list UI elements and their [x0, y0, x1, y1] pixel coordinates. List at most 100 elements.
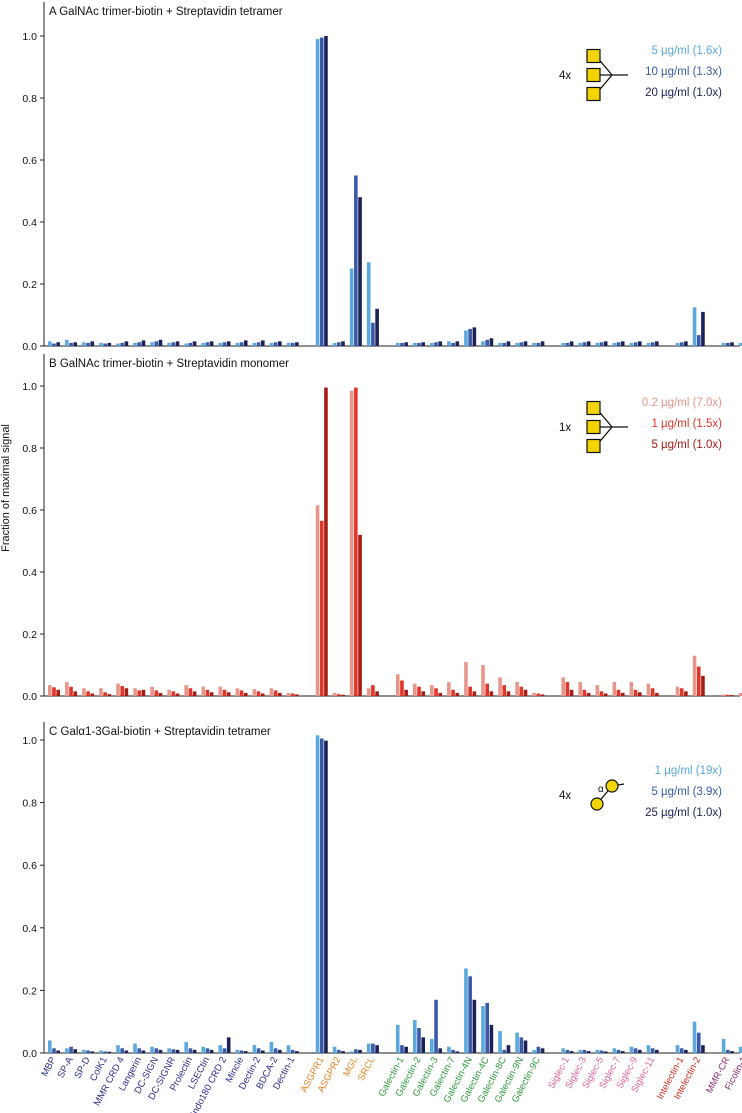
bar-intelectin-2-s2 [696, 335, 701, 346]
bar-galectin-4c-s3 [489, 338, 494, 346]
bar-galectin-2-s3 [421, 342, 425, 346]
galnac-trimer-icon [586, 400, 628, 454]
bar-siglec-1-s3 [569, 689, 574, 696]
bar-dectin-1-s1 [286, 1045, 291, 1053]
bar-dectin-1-s3 [295, 342, 299, 346]
bar-mincle-s2 [239, 342, 244, 346]
bar-asgpr2-s1 [332, 342, 337, 346]
bar-galectin-8c-s1 [498, 342, 502, 346]
bar-dectin-1-s3 [295, 694, 299, 696]
bar-siglec-9-s3 [638, 341, 642, 346]
bar-asgpr1-s2 [319, 520, 324, 696]
bar-galectin-4n-s2 [468, 328, 472, 346]
bar-mgl-s2 [354, 1049, 358, 1053]
bar-galectin-1-s2 [400, 1045, 404, 1053]
bar-prolectin-s3 [192, 1049, 197, 1053]
bar-lsectin-s3 [209, 1049, 214, 1053]
bar-galectin-7-s2 [451, 689, 455, 696]
chart-panel-b: B GalNAc trimer-biotin + Streptavidin mo… [22, 354, 742, 703]
bar-siglec-11-s1 [646, 342, 651, 346]
bar-galectin-7-s1 [447, 1046, 451, 1053]
bar-mmr-crd-4-s3 [124, 1050, 129, 1053]
bar-colk1-s3 [107, 1051, 112, 1053]
bar-galectin-9n-s1 [515, 682, 519, 696]
bar-galectin-1-s3 [404, 689, 408, 696]
bar-galectin-9n-s2 [519, 1037, 524, 1053]
bar-intelectin-1-s3 [684, 1049, 688, 1053]
y-tick-label: 0.0 [22, 691, 37, 703]
bar-galectin-3-s1 [430, 1038, 434, 1053]
bar-siglec-5-s1 [595, 1049, 600, 1053]
y-tick-label: 0.4 [22, 567, 37, 579]
bar-galectin-9n-s2 [519, 686, 524, 696]
bar-dc-signr-s2 [171, 691, 176, 696]
bar-langerin-s3 [141, 689, 146, 696]
y-tick-label: 0.6 [22, 155, 37, 167]
bar-galectin-4n-s2 [468, 976, 472, 1053]
bar-mgl-s3 [358, 197, 362, 346]
bar-dectin-2-s3 [261, 340, 265, 346]
alpha-linkage-label: α [598, 784, 604, 795]
bar-galectin-2-s3 [421, 691, 425, 696]
glycan-valency-label: 1x [559, 422, 571, 434]
bar-galectin-2-s1 [413, 1020, 417, 1053]
panel-title: C Galα1-3Gal-biotin + Streptavidin tetra… [49, 726, 271, 738]
bar-srcl-s3 [375, 1045, 379, 1053]
bar-galectin-2-s2 [417, 342, 421, 346]
bar-lsectin-s2 [205, 342, 210, 346]
bar-siglec-11-s2 [650, 342, 655, 346]
legend-entry: 5 µg/ml (3.9x) [651, 786, 722, 798]
bar-galectin-4n-s1 [464, 968, 468, 1053]
y-tick-label: 0.2 [22, 985, 37, 997]
legend-entry: 20 µg/ml (1.0x) [645, 87, 722, 99]
bar-asgpr2-s3 [341, 694, 345, 696]
bar-colk1-s1 [99, 688, 103, 696]
bar-siglec-5-s3 [603, 693, 608, 696]
bar-siglec-3-s3 [586, 341, 591, 346]
bar-dc-signr-s1 [167, 342, 171, 346]
bar-galectin-4c-s1 [481, 1006, 485, 1053]
bar-sp-d-s1 [82, 342, 86, 346]
bar-mgl-s1 [349, 390, 354, 696]
bar-ficolin-1-s1 [738, 342, 742, 346]
bar-galectin-1-s1 [395, 1024, 400, 1053]
bar-lsectin-s3 [209, 341, 214, 346]
bar-colk1-s3 [107, 342, 112, 346]
bar-lsectin-s2 [205, 1048, 210, 1053]
bar-dectin-1-s1 [286, 692, 291, 696]
bar-mmr-crd-4-s1 [116, 683, 120, 696]
panel-title: A GalNAc trimer-biotin + Streptavidin te… [49, 6, 283, 18]
bar-siglec-7-s1 [612, 1048, 617, 1053]
bar-dc-sign-s3 [158, 692, 163, 696]
y-tick-label: 0.8 [22, 93, 37, 105]
bar-ficolin-1-s1 [738, 1046, 742, 1053]
bar-galectin-3-s1 [430, 342, 434, 346]
bar-galectin-1-s1 [395, 342, 400, 346]
bar-dc-signr-s1 [167, 1048, 171, 1053]
bar-mincle-s1 [235, 1049, 240, 1053]
bar-siglec-3-s3 [586, 1051, 591, 1053]
bar-intelectin-2-s1 [692, 655, 697, 696]
bar-mmr-crd-4-s2 [120, 1048, 124, 1053]
bar-intelectin-1-s3 [684, 691, 688, 696]
bar-mbp-s1 [48, 341, 52, 346]
bar-galectin-4c-s1 [481, 665, 485, 696]
bar-galectin-9n-s3 [523, 689, 528, 696]
bar-dectin-2-s3 [261, 693, 265, 696]
bar-siglec-3-s1 [578, 1049, 583, 1053]
bar-mgl-s2 [354, 175, 358, 346]
bar-endo180-crd-2-s3 [226, 1037, 231, 1053]
chart-panel-a: A GalNAc trimer-biotin + Streptavidin te… [22, 2, 742, 353]
bar-endo180-crd-2-s3 [226, 341, 231, 346]
legend-entry: 1 µg/ml (19x) [655, 765, 723, 777]
bar-siglec-11-s2 [650, 1048, 655, 1053]
bar-mbp-s1 [48, 685, 52, 696]
chart-panel-c: C Galα1-3Gal-biotin + Streptavidin tetra… [22, 722, 742, 1060]
bar-sp-a-s3 [73, 1049, 78, 1053]
bar-galectin-8c-s2 [502, 685, 507, 696]
bar-galectin-4n-s1 [464, 330, 468, 346]
legend-entry: 5 µg/ml (1.6x) [651, 45, 722, 57]
x-label-srcl: SRCL [356, 1055, 378, 1083]
bar-siglec-5-s2 [599, 691, 604, 696]
